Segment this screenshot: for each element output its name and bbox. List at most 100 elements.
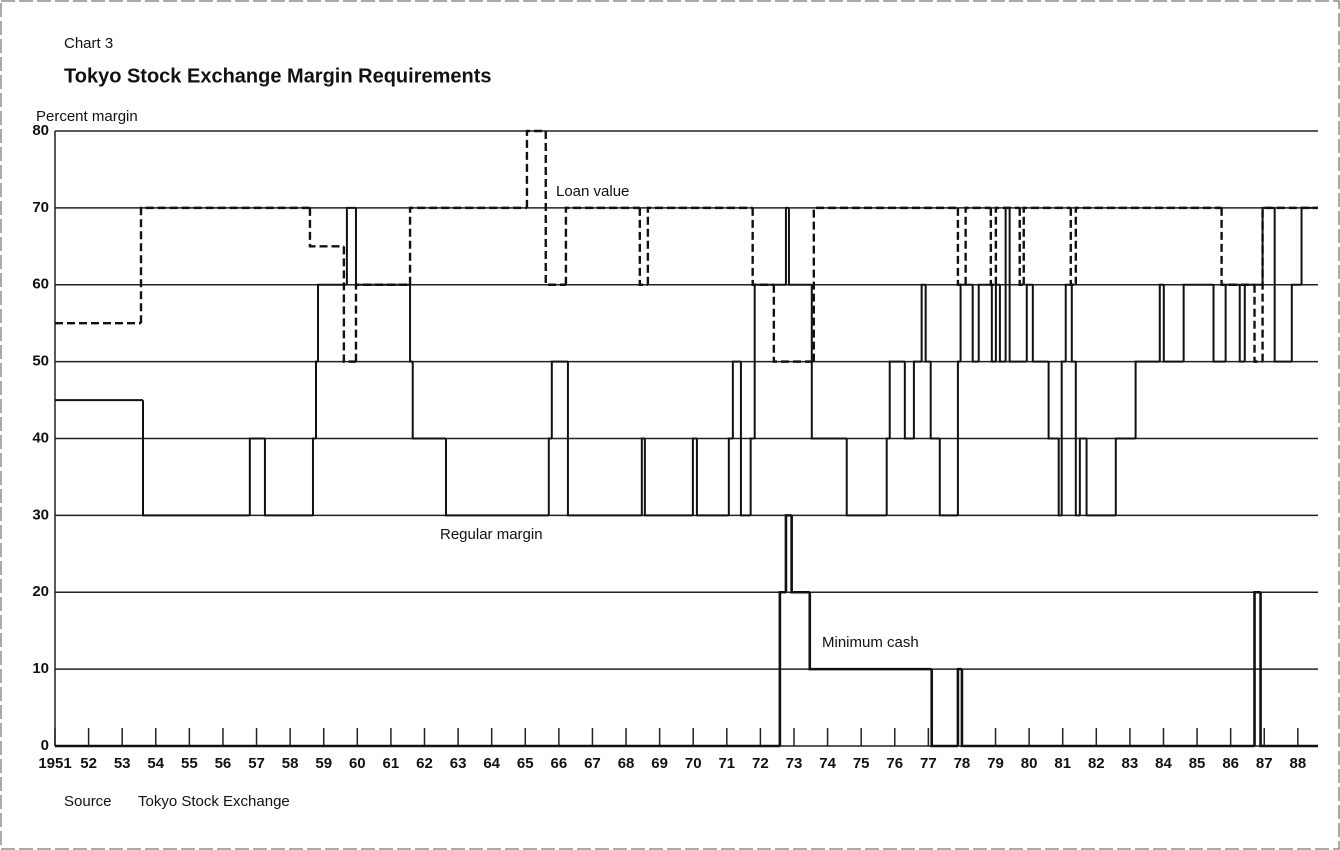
- step-segment: [142, 400, 250, 517]
- step-segment: [812, 206, 958, 362]
- step-segment: [646, 206, 753, 285]
- step-segment: [1018, 207, 1024, 286]
- step-segment: [354, 283, 411, 362]
- x-tick-label: 76: [886, 755, 903, 772]
- step-segment: [263, 438, 313, 517]
- step-segment: [1290, 283, 1302, 362]
- x-tick-label: 75: [853, 755, 870, 772]
- step-segment: [566, 361, 642, 517]
- step-segment: [547, 437, 552, 516]
- step-segment: [1025, 283, 1033, 362]
- step-segment: [959, 283, 973, 362]
- step-segment: [1008, 207, 1027, 363]
- step-segment: [994, 206, 1020, 285]
- label-bg: [819, 633, 924, 653]
- x-tick-label: 61: [383, 755, 400, 772]
- step-segment: [525, 129, 546, 208]
- step-segment: [342, 246, 356, 363]
- x-tick-label: 68: [618, 755, 635, 772]
- x-tick-label: 82: [1088, 755, 1105, 772]
- x-tick-label: 62: [416, 755, 433, 772]
- step-segment: [444, 438, 549, 517]
- step-segment: [1057, 438, 1062, 517]
- step-segment: [139, 206, 310, 324]
- step-segment: [810, 284, 847, 440]
- step-segment: [787, 207, 812, 286]
- step-segment: [938, 438, 958, 517]
- step-segment: [920, 283, 926, 362]
- step-segment: [784, 206, 789, 285]
- step-segment: [998, 284, 1006, 363]
- step-segment: [1064, 283, 1072, 362]
- step-segment: [888, 360, 905, 439]
- x-tick-label: 71: [718, 755, 735, 772]
- step-segment: [1238, 284, 1245, 363]
- step-segment: [1047, 361, 1059, 440]
- y-tick-label: 60: [32, 276, 49, 293]
- step-segment: [1158, 283, 1164, 362]
- x-tick-label: 67: [584, 755, 601, 772]
- step-segment: [564, 206, 640, 285]
- step-segment: [640, 437, 645, 516]
- step-segment: [550, 360, 568, 439]
- step-segment: [1022, 206, 1071, 285]
- step-segment: [778, 590, 786, 746]
- step-segment: [784, 514, 792, 593]
- step-segment: [1074, 206, 1222, 285]
- step-segment: [1259, 592, 1318, 748]
- x-tick-label: 80: [1021, 755, 1038, 772]
- step-segment: [354, 207, 411, 286]
- x-tick-label: 81: [1054, 755, 1071, 772]
- step-segment: [912, 360, 922, 439]
- y-tick-label: 0: [41, 737, 49, 754]
- x-tick-label: 69: [651, 755, 668, 772]
- step-segment: [1078, 437, 1087, 516]
- step-segment: [311, 437, 316, 516]
- x-tick-label: 1951: [38, 755, 71, 772]
- x-tick-label: 88: [1290, 755, 1307, 772]
- label-bg: [437, 525, 558, 545]
- step-segment: [885, 437, 890, 516]
- step-segment: [695, 438, 729, 517]
- series-label: Regular margin: [440, 526, 543, 543]
- series-label: Minimum cash: [822, 634, 919, 651]
- step-segment: [1253, 284, 1263, 363]
- y-tick-label: 70: [32, 199, 49, 216]
- source: Tokyo Stock Exchange: [138, 793, 290, 810]
- x-tick-label: 52: [80, 755, 97, 772]
- step-segment: [308, 207, 344, 248]
- x-tick-label: 73: [786, 755, 803, 772]
- step-segment: [956, 667, 962, 746]
- step-segment: [924, 284, 931, 363]
- y-tick-label: 20: [32, 583, 49, 600]
- step-segment: [751, 207, 774, 286]
- x-tick-label: 60: [349, 755, 366, 772]
- step-segment: [930, 669, 958, 748]
- step-segment: [1085, 438, 1116, 517]
- step-segment: [903, 361, 914, 440]
- x-tick-label: 57: [248, 755, 265, 772]
- x-tick-label: 84: [1155, 755, 1172, 772]
- step-segment: [691, 437, 697, 516]
- step-segment: [1162, 284, 1184, 363]
- x-tick-label: 85: [1189, 755, 1206, 772]
- step-segment: [990, 284, 996, 363]
- x-tick-label: 83: [1122, 755, 1139, 772]
- step-segment: [790, 515, 810, 594]
- step-segment: [1212, 284, 1226, 363]
- y-tick-label: 80: [32, 122, 49, 139]
- step-segment: [1243, 283, 1263, 362]
- step-segment: [1134, 360, 1160, 439]
- step-segment: [753, 283, 786, 439]
- y-tick-label: 30: [32, 506, 49, 523]
- step-segment: [1114, 437, 1136, 516]
- step-segment: [1182, 283, 1214, 362]
- x-tick-label: 58: [282, 755, 299, 772]
- step-segment: [1070, 284, 1076, 363]
- step-segment: [1261, 206, 1318, 362]
- step-segment: [1300, 206, 1318, 285]
- x-tick-label: 72: [752, 755, 769, 772]
- x-tick-label: 87: [1256, 755, 1273, 772]
- step-segment: [1220, 207, 1255, 286]
- step-segment: [845, 438, 887, 517]
